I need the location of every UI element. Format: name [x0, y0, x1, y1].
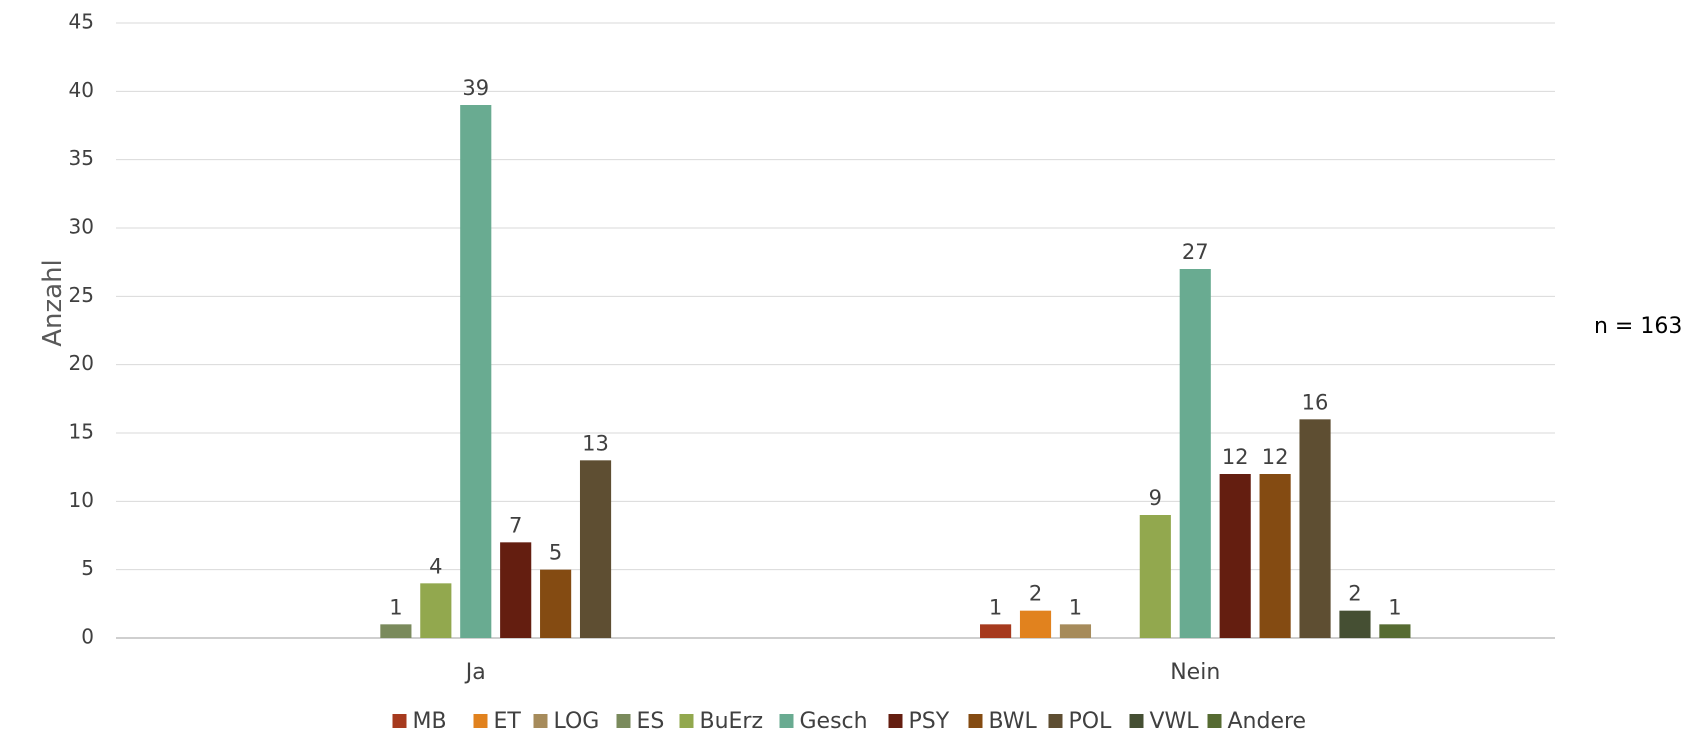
bars — [380, 105, 1411, 638]
data-label: 12 — [1262, 445, 1289, 469]
bar-buerz-nein — [1139, 515, 1171, 638]
bar-bwl-ja — [540, 569, 572, 638]
data-label: 5 — [549, 541, 562, 565]
bar-gesch-ja — [460, 105, 492, 638]
data-label: 13 — [582, 431, 609, 455]
x-axis-categories: Ja Nein — [464, 660, 1221, 685]
y-tick-label: 10 — [69, 488, 94, 512]
legend-swatch-gesch — [779, 714, 794, 728]
bar-vwl-nein — [1339, 610, 1371, 638]
data-label: 7 — [509, 513, 522, 537]
legend-swatch-psy — [888, 714, 903, 728]
bar-bwl-nein — [1259, 474, 1291, 638]
bar-psy-ja — [500, 542, 532, 638]
bar-buerz-ja — [420, 583, 452, 638]
y-tick-label: 0 — [81, 625, 94, 649]
data-label: 12 — [1222, 445, 1249, 469]
legend-swatch-pol — [1048, 714, 1063, 728]
data-label: 1 — [989, 595, 1002, 619]
bar-log-nein — [1059, 624, 1092, 638]
y-tick-label: 45 — [69, 10, 94, 34]
sample-size-note: n = 163 — [1594, 314, 1682, 339]
legend-label-pol: POL — [1069, 709, 1113, 734]
legend-label-andere: Andere — [1228, 709, 1307, 734]
data-label: 2 — [1029, 582, 1042, 606]
legend-swatch-mb — [392, 714, 407, 728]
data-label: 2 — [1348, 582, 1361, 606]
y-axis-label: Anzahl — [38, 259, 68, 347]
y-tick-label: 40 — [69, 78, 94, 102]
data-label: 4 — [429, 554, 442, 578]
data-label: 27 — [1182, 240, 1209, 264]
data-label: 39 — [462, 76, 489, 100]
data-label: 1 — [1388, 595, 1401, 619]
y-tick-label: 35 — [69, 146, 94, 170]
legend-swatch-bwl — [968, 714, 983, 728]
legend-label-buerz: BuErz — [700, 709, 764, 734]
legend-label-psy: PSY — [909, 709, 950, 734]
legend-swatch-log — [533, 714, 548, 728]
y-tick-label: 20 — [69, 351, 94, 375]
legend-label-es: ES — [637, 709, 665, 734]
legend-label-et: ET — [494, 709, 522, 734]
data-label: 1 — [1069, 595, 1082, 619]
legend-swatch-buerz — [679, 714, 694, 728]
x-category-label: Nein — [1170, 660, 1220, 685]
y-tick-label: 15 — [69, 420, 94, 444]
legend-label-gesch: Gesch — [800, 709, 868, 734]
legend-swatch-es — [616, 714, 631, 728]
y-tick-label: 30 — [69, 215, 94, 239]
legend: MB ET LOG ES BuErz Gesch PSY BWL POL VWL Andere — [392, 709, 1307, 734]
y-tick-label: 5 — [81, 556, 94, 580]
data-label: 1 — [389, 595, 402, 619]
gridlines — [116, 22, 1555, 639]
y-axis-ticks: 0 5 10 15 20 25 30 35 40 45 — [69, 10, 94, 649]
x-category-label: Ja — [464, 660, 486, 685]
y-tick-label: 25 — [69, 283, 94, 307]
bar-pol-nein — [1299, 419, 1331, 638]
legend-label-log: LOG — [554, 709, 600, 734]
bar-pol-ja — [579, 460, 612, 638]
data-label: 9 — [1149, 486, 1162, 510]
legend-swatch-et — [473, 714, 488, 728]
bar-psy-nein — [1219, 474, 1251, 638]
bar-es-ja — [380, 624, 412, 638]
bar-et-nein — [1019, 610, 1052, 638]
bar-mb-nein — [980, 624, 1012, 638]
legend-swatch-vwl — [1129, 714, 1144, 728]
legend-label-vwl: VWL — [1150, 709, 1200, 734]
data-label: 16 — [1302, 390, 1329, 414]
bar-gesch-nein — [1179, 269, 1211, 638]
legend-swatch-andere — [1207, 714, 1222, 728]
legend-label-mb: MB — [413, 709, 447, 734]
bar-andere-nein — [1379, 624, 1411, 638]
legend-label-bwl: BWL — [989, 709, 1038, 734]
